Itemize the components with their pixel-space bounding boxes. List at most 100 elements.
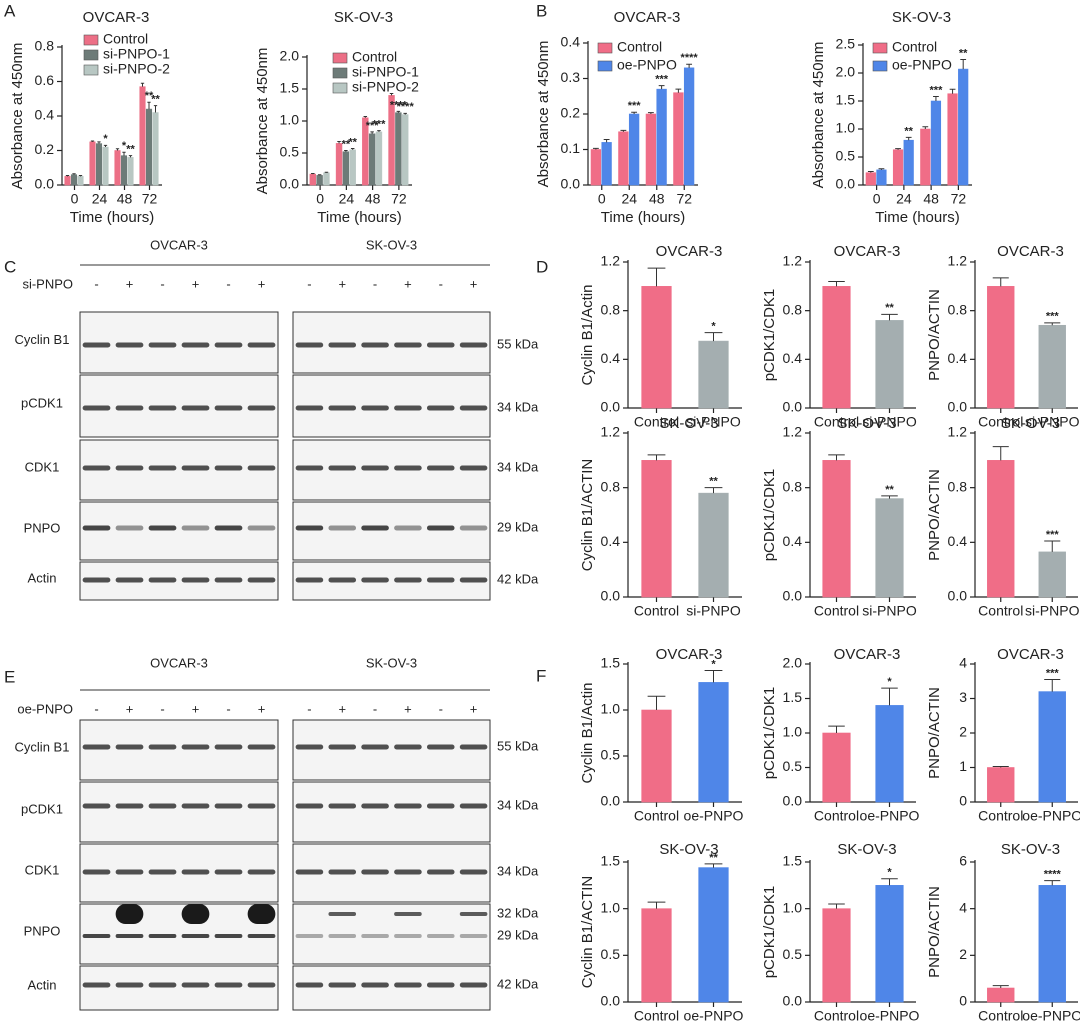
error-bar bbox=[603, 139, 610, 143]
band bbox=[181, 869, 210, 875]
error-bar bbox=[905, 136, 912, 141]
band bbox=[459, 744, 488, 750]
y-axis-label: pCDK1/CDK1 bbox=[761, 687, 778, 780]
size-label: 55 kDa bbox=[497, 738, 539, 753]
bar bbox=[368, 133, 376, 186]
chart-title: SK-OV-3 bbox=[659, 415, 718, 432]
band bbox=[148, 934, 177, 938]
x-tick-label: Control bbox=[814, 414, 859, 430]
bar bbox=[698, 492, 729, 598]
error-bar bbox=[140, 82, 145, 87]
y-tick-label: 0.5 bbox=[783, 946, 803, 962]
blot-frame bbox=[292, 965, 491, 1011]
chart-title: OVCAR-3 bbox=[614, 9, 681, 26]
blot-frame bbox=[292, 311, 491, 374]
band bbox=[82, 342, 111, 348]
error-bar bbox=[922, 126, 929, 129]
y-tick-label: 0.0 bbox=[836, 176, 856, 192]
band bbox=[361, 577, 389, 583]
error-bar bbox=[658, 85, 665, 90]
bar bbox=[316, 175, 323, 186]
band bbox=[247, 982, 276, 988]
band bbox=[247, 869, 276, 875]
x-tick-label: si-PNPO bbox=[1025, 603, 1080, 619]
bar bbox=[64, 176, 71, 186]
band bbox=[214, 869, 243, 875]
band bbox=[394, 342, 422, 348]
error-bar bbox=[881, 313, 898, 321]
y-tick-label: 4 bbox=[959, 655, 967, 671]
band bbox=[459, 525, 488, 531]
y-tick-label: 0.5 bbox=[783, 758, 803, 774]
band bbox=[247, 465, 276, 471]
band bbox=[328, 405, 357, 411]
y-tick-label: 0.4 bbox=[948, 533, 968, 549]
x-tick-label: si-PNPO bbox=[686, 414, 741, 430]
bar bbox=[641, 460, 672, 598]
bar bbox=[1038, 324, 1066, 409]
error-bar bbox=[344, 149, 348, 152]
protein-label: pCDK1 bbox=[21, 395, 63, 410]
panel-label: F bbox=[536, 666, 546, 685]
y-tick-label: 1.0 bbox=[601, 701, 621, 717]
significance: ** bbox=[126, 144, 135, 156]
significance: * bbox=[887, 676, 892, 688]
y-tick-label: 0.2 bbox=[35, 141, 55, 157]
band bbox=[328, 465, 357, 471]
legend-swatch bbox=[83, 64, 99, 76]
error-bar bbox=[396, 110, 401, 113]
x-tick-label: 72 bbox=[676, 191, 692, 207]
size-label: 34 kDa bbox=[497, 459, 539, 474]
bar bbox=[641, 286, 672, 409]
error-bar bbox=[647, 267, 666, 287]
bar bbox=[1038, 691, 1066, 803]
group-label: SK-OV-3 bbox=[366, 237, 417, 252]
band bbox=[214, 577, 243, 583]
legend-label: oe-PNPO bbox=[617, 57, 677, 73]
band bbox=[295, 525, 324, 531]
treatment-label: oe-PNPO bbox=[17, 701, 73, 716]
significance: *** bbox=[1046, 311, 1060, 323]
significance: *** bbox=[930, 84, 944, 96]
band bbox=[426, 577, 455, 583]
band bbox=[459, 934, 488, 938]
band bbox=[247, 525, 276, 531]
bar bbox=[822, 460, 851, 598]
legend-label: Control bbox=[352, 49, 397, 65]
significance: * bbox=[711, 320, 716, 332]
x-tick-label: oe-PNPO bbox=[1022, 1008, 1080, 1024]
bar bbox=[95, 143, 103, 186]
bar bbox=[903, 139, 914, 186]
lane-label: + bbox=[258, 701, 266, 716]
chart-title: OVCAR-3 bbox=[656, 646, 723, 663]
bar bbox=[641, 709, 672, 803]
y-tick-label: 1.0 bbox=[601, 899, 621, 915]
bar bbox=[876, 169, 887, 186]
y-tick-label: 1.2 bbox=[601, 424, 621, 440]
size-label: 29 kDa bbox=[497, 519, 539, 534]
error-bar bbox=[128, 155, 133, 158]
error-bar bbox=[992, 446, 1009, 461]
bar bbox=[590, 149, 602, 186]
x-tick-label: oe-PNPO bbox=[860, 1008, 920, 1024]
band bbox=[426, 744, 455, 750]
legend-swatch bbox=[332, 67, 348, 79]
size-label: 32 kDa bbox=[497, 905, 539, 920]
band bbox=[328, 342, 357, 348]
y-tick-label: 1.2 bbox=[948, 253, 968, 269]
y-tick-label: 1.0 bbox=[783, 724, 803, 740]
significance: ** bbox=[709, 476, 718, 488]
band bbox=[115, 934, 144, 938]
band bbox=[295, 869, 324, 875]
x-tick-label: Control bbox=[978, 1008, 1023, 1024]
y-axis-label: Absorbance at 450nm bbox=[254, 48, 271, 195]
band bbox=[82, 405, 111, 411]
y-axis-label: Absorbance at 450nm bbox=[9, 43, 26, 190]
bar bbox=[698, 867, 729, 1003]
error-bar bbox=[647, 454, 666, 461]
bar bbox=[987, 767, 1015, 803]
protein-label: CDK1 bbox=[25, 459, 60, 474]
error-bar bbox=[828, 280, 845, 287]
y-tick-label: 0.0 bbox=[948, 588, 968, 604]
significance: *** bbox=[655, 74, 669, 86]
